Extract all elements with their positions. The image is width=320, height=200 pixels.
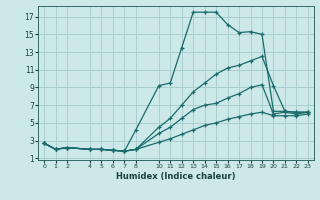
X-axis label: Humidex (Indice chaleur): Humidex (Indice chaleur) [116,172,236,181]
